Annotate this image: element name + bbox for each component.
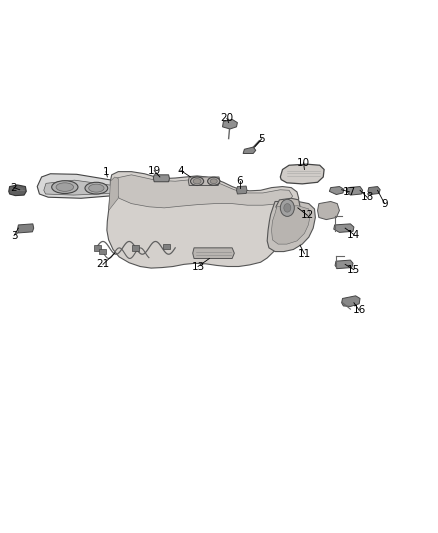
Ellipse shape [52, 181, 78, 193]
Polygon shape [107, 172, 299, 268]
Polygon shape [335, 260, 353, 269]
Text: 2: 2 [11, 183, 18, 192]
Polygon shape [276, 198, 300, 216]
Polygon shape [193, 248, 234, 259]
Ellipse shape [56, 183, 74, 191]
Polygon shape [368, 187, 380, 195]
FancyBboxPatch shape [94, 245, 101, 251]
FancyBboxPatch shape [163, 244, 170, 249]
Polygon shape [237, 186, 247, 194]
Polygon shape [334, 224, 354, 232]
Ellipse shape [85, 182, 108, 194]
Polygon shape [272, 206, 310, 244]
Text: 1: 1 [102, 167, 110, 176]
Text: 3: 3 [11, 231, 18, 240]
Polygon shape [109, 177, 118, 211]
Polygon shape [329, 187, 344, 195]
Ellipse shape [208, 177, 220, 185]
FancyBboxPatch shape [99, 249, 106, 254]
Polygon shape [9, 185, 26, 196]
Polygon shape [18, 224, 34, 233]
Polygon shape [37, 174, 120, 198]
Ellipse shape [191, 177, 204, 185]
Circle shape [284, 204, 291, 212]
Text: 4: 4 [177, 166, 184, 175]
Polygon shape [153, 175, 170, 182]
Text: 12: 12 [301, 211, 314, 220]
Polygon shape [114, 175, 293, 208]
Ellipse shape [88, 184, 104, 192]
Text: 5: 5 [258, 134, 265, 143]
Text: 6: 6 [237, 176, 244, 185]
Polygon shape [188, 177, 220, 185]
Text: 14: 14 [347, 230, 360, 239]
Polygon shape [347, 187, 363, 195]
Text: 17: 17 [343, 187, 356, 197]
Polygon shape [223, 119, 237, 129]
Polygon shape [342, 296, 360, 306]
Text: 19: 19 [148, 166, 161, 175]
Ellipse shape [193, 179, 201, 184]
FancyBboxPatch shape [132, 245, 139, 251]
Polygon shape [44, 180, 114, 195]
Text: 20: 20 [220, 114, 233, 123]
Circle shape [280, 199, 294, 216]
Text: 10: 10 [297, 158, 310, 167]
Polygon shape [267, 201, 315, 252]
Text: 15: 15 [347, 265, 360, 274]
Text: 9: 9 [381, 199, 388, 208]
Text: 21: 21 [96, 260, 110, 269]
Text: 16: 16 [353, 305, 366, 315]
Polygon shape [280, 164, 324, 184]
Text: 13: 13 [191, 262, 205, 271]
Text: 11: 11 [298, 249, 311, 259]
Text: 18: 18 [360, 192, 374, 202]
Polygon shape [318, 201, 339, 220]
Ellipse shape [210, 179, 217, 183]
Polygon shape [243, 147, 256, 154]
